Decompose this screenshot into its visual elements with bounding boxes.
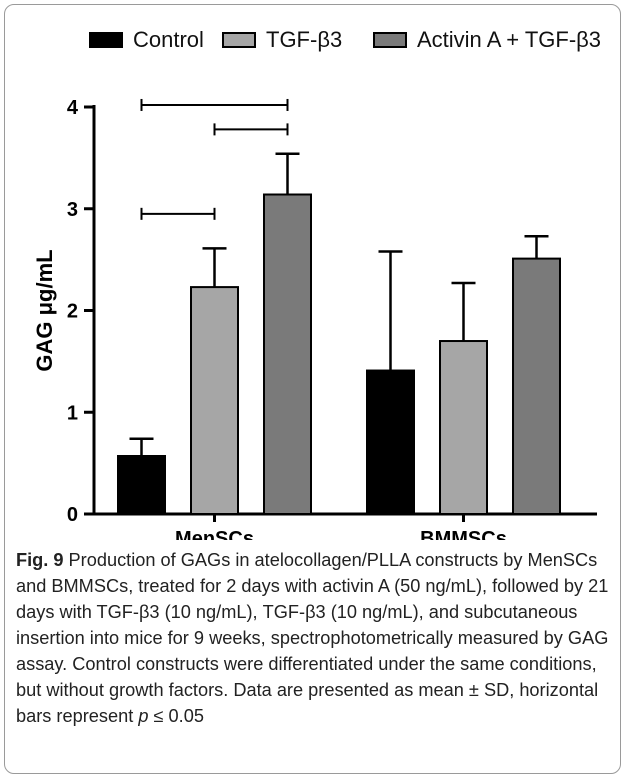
caption-p-symbol: p xyxy=(138,706,149,726)
legend: Control TGF-β3 Activin A + TGF-β3 xyxy=(0,26,625,54)
caption-label: Fig. 9 xyxy=(16,550,64,570)
y-tick-label: 2 xyxy=(67,301,78,323)
legend-label-control: Control xyxy=(133,27,204,52)
legend-item-activin: Activin A + TGF-β3 xyxy=(373,26,601,54)
figure-frame xyxy=(4,4,621,774)
bar xyxy=(263,193,312,515)
bar xyxy=(190,286,239,515)
legend-item-control: Control xyxy=(89,26,204,54)
legend-swatch-activin xyxy=(373,32,407,48)
x-tick-label: MenSCs xyxy=(175,528,254,540)
bar xyxy=(117,455,166,516)
y-axis-label: GAG μg/mL xyxy=(32,249,57,371)
x-tick-label: BMMSCs xyxy=(420,528,507,540)
legend-label-tgf: TGF-β3 xyxy=(266,27,343,52)
y-tick-label: 0 xyxy=(67,504,78,526)
bar xyxy=(512,257,561,516)
caption-text: Production of GAGs in atelocollagen/PLLA… xyxy=(16,550,609,726)
legend-label-activin: Activin A + TGF-β3 xyxy=(417,27,602,52)
y-tick-label: 4 xyxy=(67,97,79,119)
caption-text-end: ≤ 0.05 xyxy=(148,706,204,726)
bar xyxy=(366,369,415,515)
y-tick-label: 3 xyxy=(67,199,78,221)
y-tick-label: 1 xyxy=(67,402,78,424)
bar xyxy=(439,340,488,515)
legend-swatch-control xyxy=(89,32,123,48)
legend-swatch-tgf xyxy=(222,32,256,48)
figure-caption: Fig. 9 Production of GAGs in atelocollag… xyxy=(16,547,612,729)
bar-chart: 0 1 2 3 4 GAG μg/mL MenSCs BMMSCs xyxy=(32,97,597,540)
legend-item-tgf: TGF-β3 xyxy=(222,26,342,54)
